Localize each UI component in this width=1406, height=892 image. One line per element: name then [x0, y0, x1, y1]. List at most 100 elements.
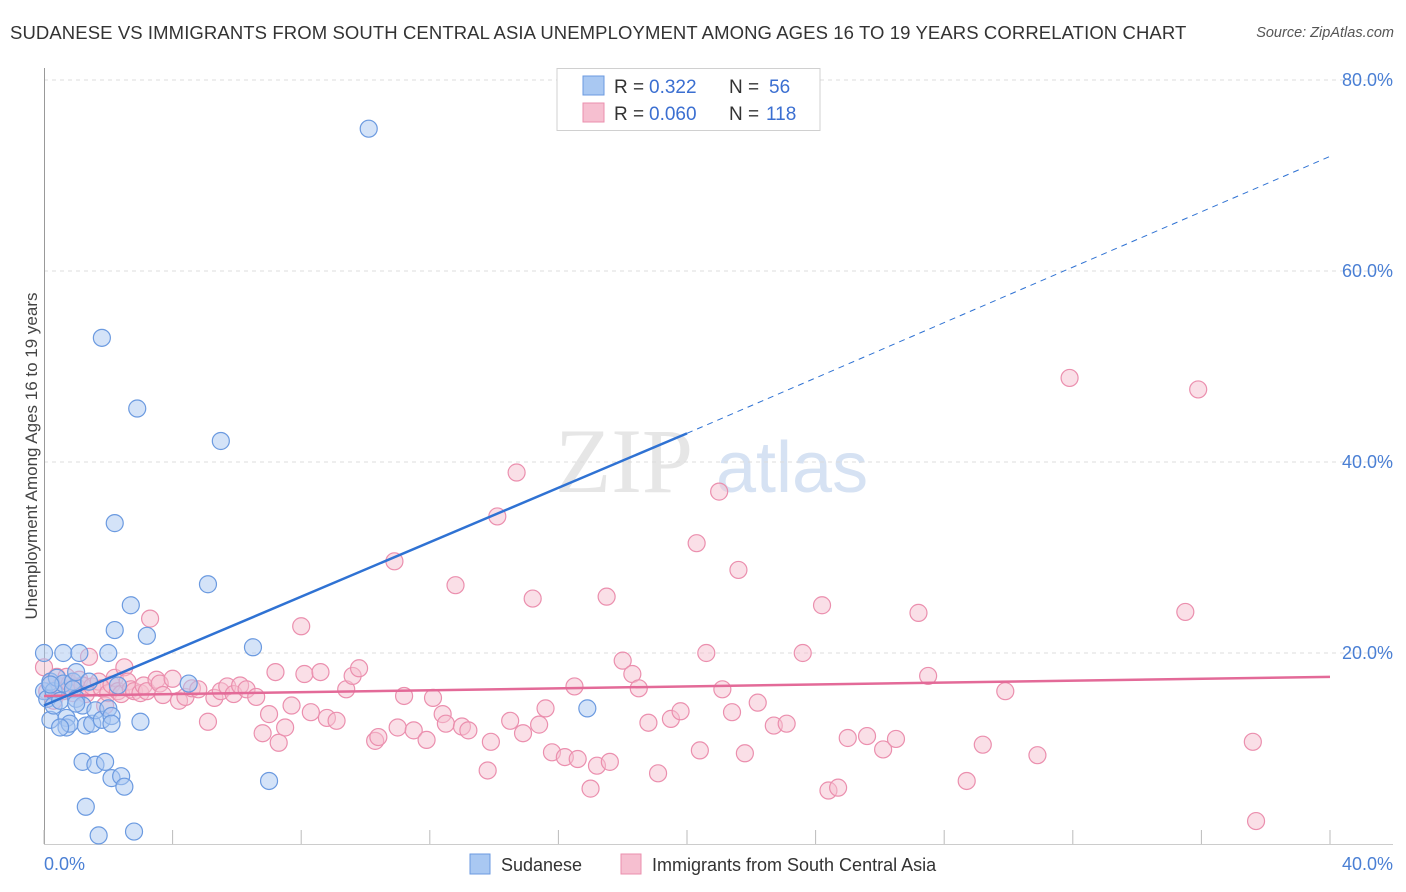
point-sudanese — [92, 328, 111, 347]
point-immigrants — [613, 651, 632, 670]
point-immigrants — [919, 666, 938, 686]
watermark: ZIP atlas — [555, 410, 868, 512]
point-sudanese — [67, 694, 86, 713]
point-immigrants — [909, 603, 928, 622]
point-immigrants — [423, 688, 443, 707]
point-sudanese — [99, 643, 118, 663]
point-sudanese — [243, 638, 263, 657]
point-sudanese — [128, 399, 147, 418]
y-tick-label: 20.0% — [1342, 643, 1393, 663]
point-immigrants — [163, 669, 182, 688]
point-immigrants — [523, 589, 542, 608]
point-immigrants — [327, 711, 346, 730]
point-immigrants — [690, 741, 709, 760]
point-immigrants — [369, 727, 388, 747]
legend-swatch-sudanese — [582, 75, 605, 96]
point-immigrants — [713, 680, 732, 699]
point-immigrants — [446, 576, 465, 595]
legend-r-value-2: 0.060 — [649, 104, 697, 125]
point-immigrants — [501, 711, 520, 730]
point-immigrants — [648, 764, 668, 783]
point-immigrants — [140, 609, 160, 628]
point-immigrants — [1246, 811, 1266, 831]
point-immigrants — [996, 682, 1015, 701]
point-sudanese — [105, 620, 124, 640]
point-sudanese — [115, 777, 134, 796]
point-immigrants — [301, 703, 320, 722]
point-sudanese — [54, 643, 73, 663]
point-immigrants — [269, 733, 288, 752]
legend-n-value-1: 56 — [769, 77, 790, 98]
point-immigrants — [777, 714, 796, 733]
point-sudanese — [198, 575, 218, 594]
point-immigrants — [671, 702, 690, 721]
point-immigrants — [276, 718, 295, 737]
legend-swatch-immigrants — [582, 102, 605, 123]
point-sudanese — [359, 119, 378, 138]
point-sudanese — [102, 714, 121, 733]
watermark-atlas: atlas — [716, 428, 868, 508]
point-immigrants — [874, 740, 893, 759]
legend-n-label-2: N = — [729, 104, 759, 125]
legend-r-label-1: R = — [614, 77, 644, 98]
chart-title: SUDANESE VS IMMIGRANTS FROM SOUTH CENTRA… — [10, 22, 1187, 43]
point-sudanese — [121, 596, 140, 615]
point-immigrants — [513, 724, 533, 743]
y-tick-label: 60.0% — [1342, 261, 1393, 281]
point-sudanese — [578, 699, 597, 718]
point-immigrants — [565, 677, 584, 696]
point-sudanese — [137, 626, 156, 645]
x-tick-label-end: 40.0% — [1342, 854, 1393, 874]
point-immigrants — [1243, 732, 1262, 751]
point-immigrants — [259, 705, 279, 724]
point-immigrants — [687, 534, 706, 553]
point-sudanese — [70, 643, 89, 663]
point-immigrants — [349, 659, 369, 678]
trend-line-sudanese-extension — [686, 155, 1331, 434]
point-immigrants — [729, 560, 748, 580]
y-tick-labels: 20.0% 40.0% 60.0% 80.0% — [1342, 70, 1393, 663]
point-immigrants — [829, 778, 848, 797]
point-sudanese — [50, 718, 70, 737]
point-immigrants — [530, 715, 549, 734]
point-immigrants — [793, 643, 812, 663]
source-label: Source: ZipAtlas.com — [1256, 25, 1394, 41]
point-sudanese — [259, 771, 279, 791]
y-tick-label: 80.0% — [1342, 70, 1393, 90]
point-immigrants — [581, 779, 600, 798]
point-immigrants — [417, 730, 436, 750]
point-immigrants — [722, 703, 742, 722]
trend-line-immigrants — [43, 675, 1331, 698]
point-sudanese — [67, 662, 86, 682]
point-immigrants — [735, 744, 754, 763]
point-immigrants — [536, 699, 555, 718]
point-immigrants — [1028, 746, 1047, 765]
legend-n-value-2: 118 — [766, 104, 796, 125]
series-sudanese-points — [34, 119, 597, 845]
point-immigrants — [198, 712, 218, 731]
point-immigrants — [481, 732, 500, 751]
point-immigrants — [1060, 368, 1079, 388]
legend: R = 0.322 N = 56 R = 0.060 N = 118 — [556, 68, 821, 131]
bottom-legend-label-sudanese: Sudanese — [501, 855, 582, 875]
point-immigrants — [1189, 380, 1208, 399]
trend-line-sudanese — [43, 432, 688, 707]
point-immigrants — [886, 729, 906, 749]
point-immigrants — [311, 662, 330, 682]
bottom-legend-swatch-sudanese — [469, 853, 491, 875]
trend-lines — [43, 155, 1331, 707]
point-immigrants — [1176, 602, 1195, 622]
bottom-legend-label-immigrants: Immigrants from South Central Asia — [652, 855, 937, 875]
point-sudanese — [34, 643, 54, 663]
point-immigrants — [568, 749, 587, 769]
point-immigrants — [292, 617, 311, 636]
point-immigrants — [639, 713, 658, 732]
point-immigrants — [478, 761, 497, 780]
point-immigrants — [282, 696, 301, 715]
point-sudanese — [89, 826, 108, 845]
point-immigrants — [973, 735, 992, 754]
y-axis-label: Unemployment Among Ages 16 to 19 years — [22, 293, 41, 620]
legend-r-label-2: R = — [614, 104, 644, 125]
point-sudanese — [41, 675, 60, 694]
